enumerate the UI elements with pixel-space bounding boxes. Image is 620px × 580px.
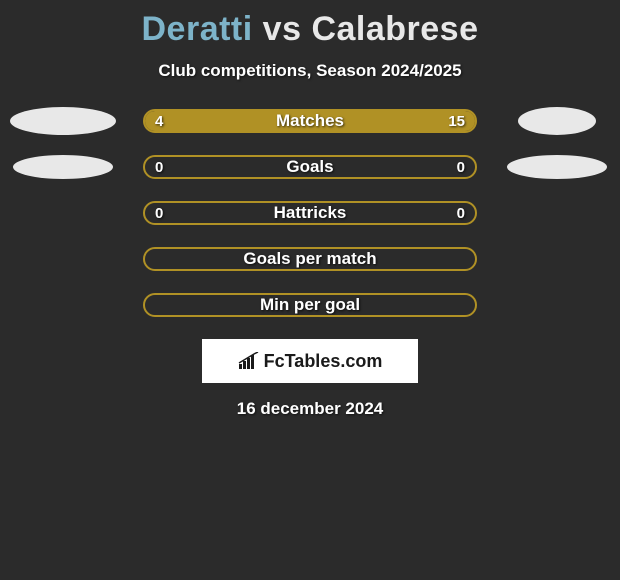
bar-fill-left [145, 111, 214, 131]
date-text: 16 december 2024 [0, 399, 620, 419]
logo: FcTables.com [238, 351, 383, 372]
stat-row: Matches415 [0, 109, 620, 133]
page-title: Deratti vs Calabrese [0, 0, 620, 49]
stat-bar: Matches415 [143, 109, 477, 133]
stat-label: Hattricks [145, 203, 475, 223]
stat-row: Min per goal [0, 293, 620, 317]
player1-name: Deratti [142, 10, 253, 48]
comparison-widget: Deratti vs Calabrese Club competitions, … [0, 0, 620, 580]
vs-separator: vs [263, 10, 302, 48]
bar-fill-right [214, 111, 475, 131]
logo-box[interactable]: FcTables.com [202, 339, 418, 383]
player2-ellipse [507, 155, 607, 179]
logo-text: FcTables.com [264, 351, 383, 372]
stat-row: Hattricks0 0 [0, 201, 620, 225]
stat-row: Goals0 0 [0, 155, 620, 179]
stat-value-right: 0 [457, 157, 465, 177]
stat-label: Min per goal [145, 295, 475, 315]
stat-bar: Goals0 0 [143, 155, 477, 179]
stat-label: Goals [145, 157, 475, 177]
stat-bar: Min per goal [143, 293, 477, 317]
stats-bars: Matches415Goals00Hattricks00Goals per ma… [0, 109, 620, 317]
player1-ellipse [13, 155, 113, 179]
subtitle: Club competitions, Season 2024/2025 [0, 61, 620, 81]
stat-row: Goals per match [0, 247, 620, 271]
stat-bar: Goals per match [143, 247, 477, 271]
chart-icon [238, 352, 260, 370]
stat-bar: Hattricks0 0 [143, 201, 477, 225]
stat-label: Goals per match [145, 249, 475, 269]
player2-ellipse [518, 107, 596, 135]
player2-name: Calabrese [311, 10, 478, 48]
player1-ellipse [10, 107, 116, 135]
stat-value-left: 0 [155, 203, 163, 223]
stat-value-left: 0 [155, 157, 163, 177]
stat-value-right: 0 [457, 203, 465, 223]
